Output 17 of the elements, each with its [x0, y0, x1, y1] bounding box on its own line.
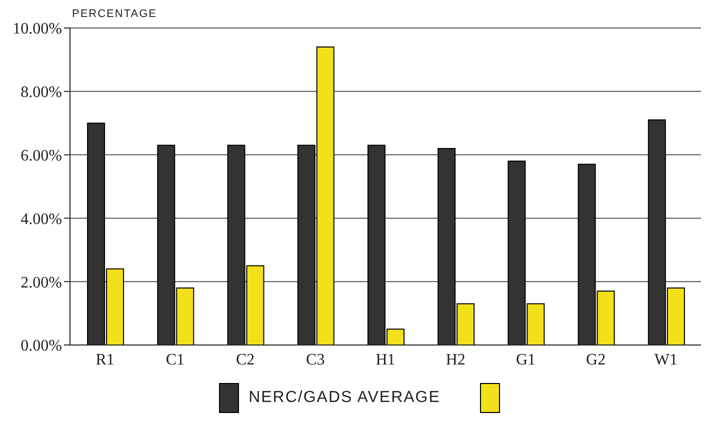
y-tick-label: 4.00%: [20, 210, 62, 228]
x-tick-label: H2: [446, 351, 466, 368]
x-tick-label: C2: [236, 351, 255, 368]
y-tick-label: 6.00%: [20, 147, 62, 164]
y-axis-title: PERCENTAGE: [72, 8, 158, 20]
x-tick-label: R1: [96, 351, 114, 368]
x-tick-label: C3: [306, 351, 325, 368]
x-tick-label: W1: [654, 351, 678, 368]
x-tick-label: G1: [516, 351, 536, 368]
y-tick-label: 8.00%: [20, 84, 62, 102]
legend-label: NERC/GADS AVERAGE: [248, 389, 440, 407]
y-tick-label: 10.00%: [12, 20, 62, 38]
x-tick-label: C1: [166, 351, 185, 368]
y-tick-label: 2.00%: [20, 274, 62, 292]
y-tick-label: 0.00%: [20, 338, 62, 355]
x-tick-label: H1: [376, 351, 396, 368]
x-tick-label: G2: [586, 351, 606, 368]
